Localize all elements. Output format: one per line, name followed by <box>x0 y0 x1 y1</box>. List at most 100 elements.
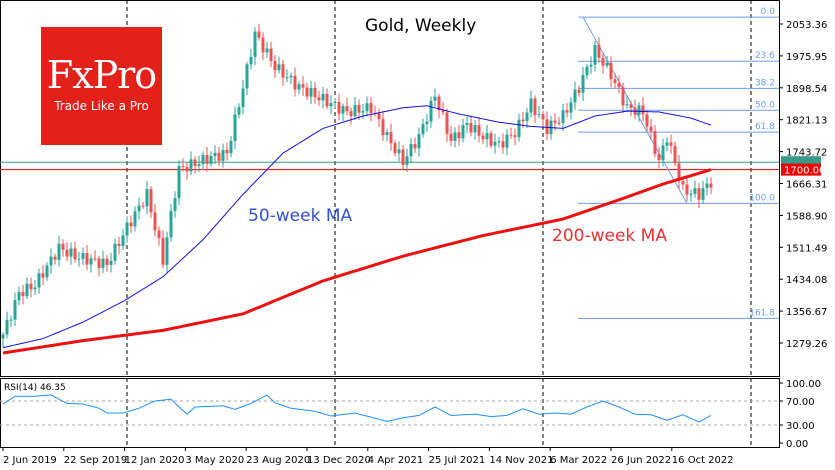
candle-body <box>665 142 669 146</box>
x-tick-label: 25 Jul 2021 <box>429 455 486 466</box>
fib-level-label: 100.0 <box>749 193 775 203</box>
candle-body <box>649 126 653 132</box>
candle-body <box>17 291 21 301</box>
candle-body <box>337 101 341 114</box>
candle-body <box>33 287 37 290</box>
candle-body <box>269 48 273 61</box>
candle-body <box>393 143 397 154</box>
candle-body <box>53 256 57 260</box>
candle-body <box>165 237 169 265</box>
candle-body <box>177 166 181 199</box>
candle-body <box>537 114 541 116</box>
candle-body <box>97 258 101 268</box>
candle-body <box>329 103 333 107</box>
candle-body <box>629 104 633 108</box>
candle-body <box>205 154 209 164</box>
candle-body <box>457 132 461 139</box>
current-price-label: 1700.00 <box>784 166 825 177</box>
candle-body <box>61 243 65 250</box>
candle-body <box>37 273 41 288</box>
x-tick-label: 2 Jun 2019 <box>3 455 57 466</box>
candle-body <box>173 198 177 211</box>
candle-body <box>705 183 709 189</box>
candle-body <box>349 111 353 116</box>
candle-body <box>613 79 617 83</box>
rsi-tick-label: 0.00 <box>786 439 808 450</box>
candle-body <box>453 132 457 141</box>
candle-body <box>669 142 673 146</box>
candle-body <box>221 149 225 161</box>
candle-body <box>261 37 265 53</box>
candle-body <box>333 101 337 104</box>
candle-body <box>621 87 625 106</box>
candle-body <box>213 152 217 157</box>
candle-body <box>461 125 465 139</box>
candle-body <box>709 183 713 188</box>
candle-body <box>365 103 369 112</box>
rsi-line <box>2 394 712 423</box>
candle-body <box>265 48 269 53</box>
y-tick-label: 1975.95 <box>786 52 827 63</box>
candle-body <box>157 230 161 239</box>
candle-body <box>641 105 645 115</box>
chart-title: Gold, Weekly <box>365 16 476 36</box>
y-tick-label: 1279.26 <box>786 339 827 350</box>
candle-body <box>425 121 429 125</box>
candle-body <box>533 98 537 116</box>
candle-body <box>677 163 681 182</box>
candle-body <box>385 132 389 136</box>
ma50-label: 50-week MA <box>248 206 353 226</box>
fib-level-label: 50.0 <box>755 100 775 110</box>
candle-body <box>605 62 609 66</box>
candle-body <box>489 133 493 146</box>
y-tick-label: 1666.31 <box>786 180 827 191</box>
candle-body <box>565 110 569 113</box>
x-tick-label: 12 Jan 2020 <box>125 455 185 466</box>
candle-body <box>465 122 469 126</box>
candle-body <box>77 258 81 260</box>
rsi-tick-label: 70.00 <box>786 397 815 408</box>
candle-body <box>193 159 197 166</box>
candle-body <box>501 141 505 148</box>
candle-body <box>617 82 621 88</box>
candle-body <box>689 193 693 195</box>
candle-body <box>609 62 613 80</box>
ma200-line <box>2 168 712 355</box>
x-tick-label: 13 Dec 2020 <box>307 455 371 466</box>
candle-body <box>345 106 349 112</box>
candle-body <box>637 105 641 115</box>
candle-body <box>525 112 529 122</box>
candle-body <box>93 258 97 260</box>
candle-body <box>293 75 297 90</box>
candle-body <box>25 283 29 297</box>
y-tick-label: 1511.49 <box>786 243 827 254</box>
candle-body <box>585 66 589 76</box>
candle-body <box>229 140 233 154</box>
candle-body <box>289 75 293 78</box>
x-tick-label: 16 Oct 2022 <box>672 455 734 466</box>
candle-body <box>477 125 481 136</box>
candle-body <box>513 135 517 138</box>
candle-body <box>209 156 213 164</box>
x-tick-label: 22 Sep 2019 <box>64 455 127 466</box>
candle-body <box>305 87 309 97</box>
candle-body <box>109 260 113 266</box>
candle-body <box>317 97 321 101</box>
candle-body <box>657 154 661 161</box>
fib-level-label: 23.6 <box>755 51 775 61</box>
logo-brand: FxPro <box>46 53 157 97</box>
candle-body <box>593 44 597 65</box>
candle-body <box>65 249 69 257</box>
candle-body <box>49 256 53 266</box>
candle-body <box>569 102 573 113</box>
y-tick-label: 2053.36 <box>786 20 827 31</box>
y-tick-label: 1821.13 <box>786 116 827 127</box>
candle-body <box>561 110 565 124</box>
candle-body <box>377 113 381 120</box>
x-tick-label: 14 Nov 2021 <box>489 455 553 466</box>
candle-body <box>681 181 685 185</box>
x-tick-label: 6 Mar 2022 <box>550 455 607 466</box>
candle-body <box>149 189 153 213</box>
ma50-line <box>2 105 712 349</box>
